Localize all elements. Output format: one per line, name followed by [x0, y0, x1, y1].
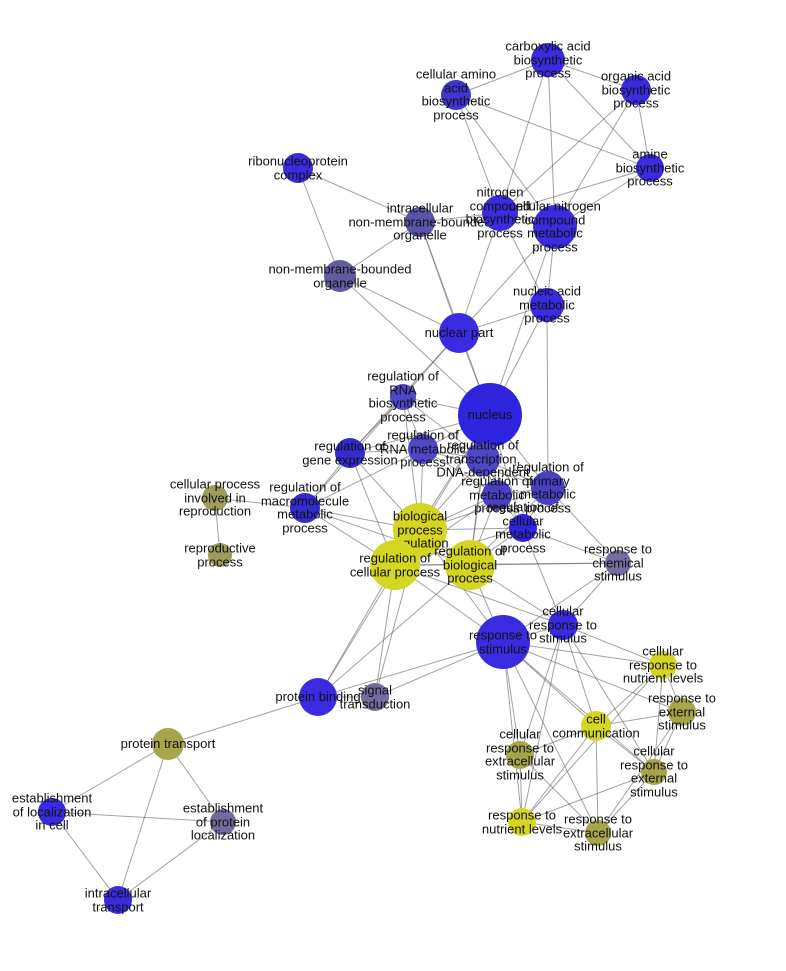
go-term-node-cellular_response_to_nutrient_levels[interactable] [649, 651, 677, 679]
go-term-node-response_to_extracellular_stimulus[interactable] [585, 820, 611, 846]
edge-line [298, 168, 420, 222]
go-term-node-regulation_of_macromolecule_metabolic_process[interactable] [290, 493, 320, 523]
edge-line [500, 168, 650, 213]
edge-line [548, 60, 555, 227]
go-term-node-nucleus[interactable] [458, 383, 522, 447]
go-term-node-regulation_of_RNA_metabolic_process[interactable] [408, 434, 438, 464]
go-term-node-nuclear_part[interactable] [439, 313, 479, 353]
go-term-node-protein_transport[interactable] [152, 728, 184, 760]
edge-line [522, 772, 654, 822]
edge-line [522, 726, 596, 822]
go-term-node-intracellular_transport[interactable] [104, 886, 132, 914]
edge-line [555, 90, 636, 227]
go-term-node-cellular_nitrogen_compound_metabolic_process[interactable] [533, 205, 577, 249]
edge-line [298, 168, 340, 276]
go-term-node-response_to_stimulus[interactable] [476, 615, 530, 669]
edge-layer [0, 0, 786, 971]
edge-line [500, 60, 548, 213]
edge-line [523, 528, 618, 563]
go-term-node-regulation_of_biological_process[interactable] [445, 540, 495, 590]
go-term-node-signal_transduction[interactable] [361, 683, 389, 711]
go-term-node-regulation_of_cellular_metabolic_process[interactable] [509, 514, 537, 542]
go-network-diagram: carboxylic acid biosynthetic process orga… [0, 0, 786, 971]
edge-line [168, 697, 318, 744]
edge-line [118, 744, 168, 900]
go-term-node-protein_binding[interactable] [299, 678, 337, 716]
go-term-node-cellular_response_to_stimulus[interactable] [548, 610, 578, 640]
edge-line [503, 642, 598, 833]
go-term-node-intracellular_non_membrane_bounded_organelle[interactable] [405, 207, 435, 237]
edge-line [118, 822, 223, 900]
edge-line [395, 563, 618, 565]
edge-line [596, 726, 598, 833]
go-term-node-cellular_process_involved_in_reproduction[interactable] [202, 485, 228, 511]
edge-line [522, 625, 563, 822]
go-term-node-cell_communication[interactable] [581, 711, 611, 741]
edge-line [563, 625, 663, 665]
edge-line [500, 90, 636, 213]
go-term-node-cellular_amino_acid_biosynthetic_process[interactable] [441, 80, 471, 110]
edge-line [52, 812, 223, 822]
go-term-node-regulation_of_RNA_biosynthetic_process[interactable] [390, 384, 416, 410]
edge-line [522, 665, 663, 822]
go-term-node-nucleic_acid_metabolic_process[interactable] [530, 288, 564, 322]
go-term-node-organic_acid_biosynthetic_process[interactable] [621, 75, 651, 105]
go-term-node-establishment_of_localization_in_cell[interactable] [38, 798, 66, 826]
edge-line [503, 642, 522, 822]
go-term-node-ribonucleoprotein_complex[interactable] [283, 153, 313, 183]
go-term-node-cellular_response_to_external_stimulus[interactable] [641, 759, 667, 785]
go-term-node-carboxylic_acid_biosynthetic_process[interactable] [531, 43, 565, 77]
go-term-node-nitrogen_compound_biosynthetic_process[interactable] [482, 195, 518, 231]
edge-line [52, 744, 168, 812]
go-term-node-regulation_of_gene_expression[interactable] [335, 438, 365, 468]
edge-line [547, 305, 548, 488]
go-term-node-regulation_of_cellular_process[interactable] [370, 540, 420, 590]
edge-line [598, 712, 682, 833]
edge-line [318, 642, 503, 697]
edge-line [456, 95, 650, 168]
go-term-node-response_to_chemical_stimulus[interactable] [605, 550, 631, 576]
go-term-node-response_to_external_stimulus[interactable] [668, 698, 696, 726]
go-term-node-response_to_nutrient_levels[interactable] [508, 808, 536, 836]
edge-line [52, 812, 118, 900]
go-term-node-non_membrane_bounded_organelle[interactable] [324, 260, 356, 292]
go-term-node-cellular_response_to_extracellular_stimulus[interactable] [506, 741, 534, 769]
go-term-node-regulation_of_primary_metabolic_process[interactable] [531, 471, 565, 505]
go-term-node-reproductive_process[interactable] [208, 543, 232, 567]
edge-line [563, 625, 654, 772]
go-term-node-regulation_of_transcription_DNA_dependent[interactable] [466, 442, 500, 476]
go-term-node-establishment_of_protein_localization[interactable] [210, 809, 236, 835]
go-term-node-amine_biosynthetic_process[interactable] [636, 154, 664, 182]
go-term-node-regulation_of_metabolic_process[interactable] [482, 480, 512, 510]
edge-line [654, 665, 663, 772]
